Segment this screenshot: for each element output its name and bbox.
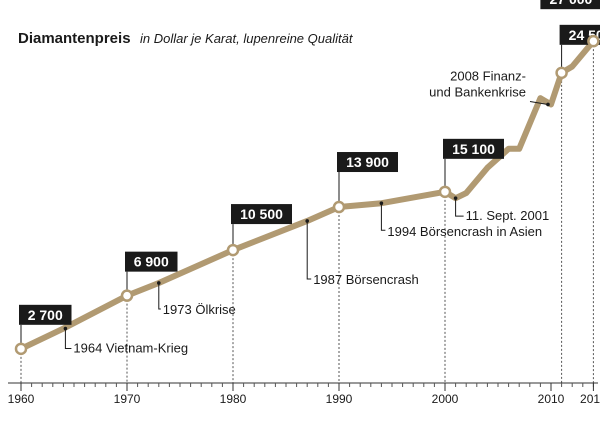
value-label: 15 100 xyxy=(452,141,495,157)
x-axis: 1960 1970 1980 1990 2000 2010 2014 xyxy=(8,382,600,406)
value-marker xyxy=(226,243,240,257)
annotation-leader xyxy=(380,203,386,231)
chart-subtitle: in Dollar je Karat, lupenreine Qualität xyxy=(140,31,354,46)
value-marker xyxy=(120,289,134,302)
value-marker xyxy=(332,200,346,214)
annotation-label: und Bankenkrise xyxy=(429,84,526,99)
x-tick-label: 1990 xyxy=(326,392,353,406)
annotation-leader xyxy=(158,282,161,310)
value-label-box xyxy=(443,138,504,159)
value-marker xyxy=(587,34,600,48)
value-label: 2 700 xyxy=(28,307,63,323)
value-label: 13 900 xyxy=(346,154,389,170)
value-label: 10 500 xyxy=(240,206,283,222)
value-label-box xyxy=(231,204,292,225)
annotation-label: 2008 Finanz- xyxy=(450,68,526,83)
annotation-label: 1987 Börsencrash xyxy=(313,272,419,287)
value-label: 6 900 xyxy=(134,254,169,270)
annotations: 1964 Vietnam-Krieg 1973 Ölkrise 1987 Börse… xyxy=(63,68,550,356)
chart-title: Diamantenpreis xyxy=(18,30,131,47)
value-label-box xyxy=(540,0,600,10)
value-label-box xyxy=(125,251,178,272)
annotation-leader xyxy=(64,328,72,350)
annotation-leader xyxy=(529,100,549,105)
x-tick-label: 1980 xyxy=(220,392,247,406)
value-marker xyxy=(438,185,452,199)
value-label-box xyxy=(337,152,398,173)
annotation-label: 11. Sept. 2001 xyxy=(466,208,550,223)
annotation-label: 1964 Vietnam-Krieg xyxy=(73,341,188,356)
value-label-box xyxy=(19,304,72,325)
x-tick-label: 2000 xyxy=(432,392,459,406)
annotation-label: 1994 Börsencrash in Asien xyxy=(387,224,542,239)
annotation-leader xyxy=(455,198,464,217)
x-tick-label: 1960 xyxy=(8,392,35,406)
value-label: 27 000 xyxy=(549,0,592,7)
value-marker xyxy=(14,342,28,356)
x-tick-label: 2010 xyxy=(538,392,565,406)
x-tick-label: 1970 xyxy=(114,392,141,406)
x-tick-label: 2014 xyxy=(580,392,600,406)
value-marker xyxy=(555,66,568,80)
annotation-label: 1973 Ölkrise xyxy=(163,302,236,317)
annotation-leader xyxy=(306,220,312,280)
